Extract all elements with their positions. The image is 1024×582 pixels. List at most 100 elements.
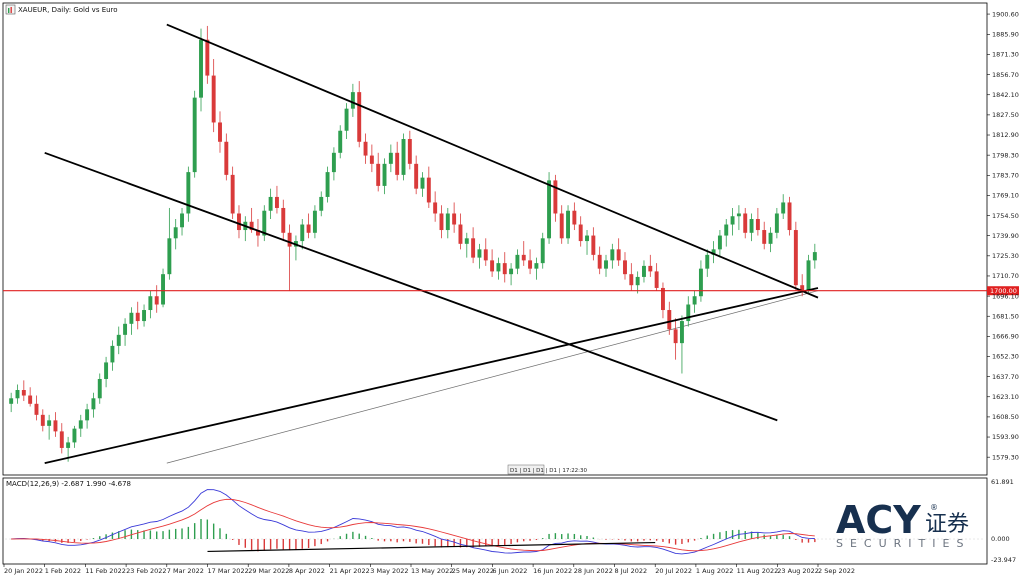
- candle-body: [344, 108, 349, 131]
- candle-body: [401, 139, 406, 175]
- candle-body: [502, 263, 507, 275]
- candle-body: [249, 221, 254, 231]
- candle-body: [711, 249, 716, 255]
- price-label: 1842.10: [992, 91, 1019, 99]
- candle-body: [781, 202, 786, 214]
- candle-body: [211, 75, 216, 123]
- candle-body: [572, 210, 577, 225]
- candle-body: [585, 235, 589, 242]
- candle-body: [388, 152, 393, 164]
- candle-body: [623, 260, 627, 275]
- main-price-pane[interactable]: [2, 2, 988, 476]
- candle-body: [483, 249, 488, 261]
- time-label: 13 May 2022: [411, 567, 453, 575]
- moving-average-line: [166, 290, 819, 464]
- candle-body: [72, 428, 77, 443]
- candle-body: [85, 409, 90, 421]
- candle-body: [521, 254, 526, 261]
- candle-body: [717, 235, 722, 250]
- chart-icon-bar: [8, 8, 10, 13]
- candle-body: [110, 345, 115, 363]
- period-tabs[interactable]: D1 | D1 | D1 | D1 | 17:22:30: [507, 464, 588, 475]
- channel-upper-trendline[interactable]: [166, 23, 819, 299]
- candle-body: [148, 296, 153, 311]
- candle-body: [768, 232, 773, 244]
- candle-body: [274, 196, 279, 208]
- time-label: 7 Mar 2022: [167, 567, 204, 575]
- candle-body: [736, 213, 741, 217]
- candle-body: [34, 403, 39, 415]
- candle-body: [420, 177, 425, 189]
- candle-body: [679, 321, 684, 344]
- candle-body: [559, 213, 564, 239]
- macd-line: [11, 489, 815, 555]
- candle-body: [515, 254, 520, 269]
- candle-body: [755, 219, 760, 231]
- time-scale[interactable]: 20 Jan 2022 1 Feb 2022 11 Feb 2022 23 Feb 2…: [3, 564, 855, 575]
- candle-body: [205, 39, 210, 76]
- price-label: 1783.70: [992, 171, 1019, 179]
- time-label: 29 Mar 2022: [248, 567, 289, 575]
- price-label: 1798.30: [992, 151, 1019, 159]
- candle-body: [762, 230, 767, 244]
- candle-body: [610, 249, 615, 261]
- macd-pane[interactable]: [2, 477, 988, 565]
- price-label: 1608.50: [992, 413, 1019, 421]
- candle-body: [591, 235, 596, 255]
- candle-body: [414, 163, 419, 189]
- candle-body: [97, 378, 102, 399]
- time-label: 1 Feb 2022: [45, 567, 81, 575]
- candle-body: [553, 180, 558, 214]
- price-label: 1725.30: [992, 252, 1019, 260]
- candle-body: [667, 310, 672, 330]
- candle-body: [53, 420, 58, 432]
- ascending-support-trendline[interactable]: [44, 287, 819, 464]
- time-label: 21 Apr 2022: [330, 567, 370, 575]
- symbol-header: XAUEUR, Daily: Gold vs Euro: [5, 4, 118, 15]
- candle-body: [642, 265, 646, 277]
- price-label: 1739.90: [992, 232, 1019, 240]
- candle-body: [534, 263, 539, 269]
- candle-body: [648, 265, 653, 272]
- macd-scale-zero: 0.000: [991, 535, 1010, 543]
- candle-body: [186, 172, 191, 214]
- candle-body: [426, 177, 431, 203]
- time-label: 16 Jun 2022: [533, 567, 572, 575]
- candle-body: [812, 252, 817, 261]
- time-label: 11 Feb 2022: [85, 567, 125, 575]
- candle-body: [123, 323, 128, 335]
- logo-registered: ®: [930, 503, 938, 512]
- time-label: 23 Aug 2022: [777, 567, 819, 575]
- candle-body: [660, 287, 665, 311]
- price-label: 1885.90: [992, 31, 1019, 39]
- candle-body: [192, 97, 197, 173]
- candle-body: [331, 152, 336, 173]
- period-tab-strip[interactable]: [507, 464, 545, 475]
- time-label: 8 Jul 2022: [615, 567, 648, 575]
- logo-chinese: 证券: [925, 512, 969, 537]
- candle-body: [471, 238, 476, 258]
- candle-body: [104, 362, 109, 379]
- price-label: 1769.10: [992, 192, 1019, 200]
- candle-body: [173, 227, 178, 239]
- candle-body: [287, 232, 292, 247]
- price-label: 1652.30: [992, 353, 1019, 361]
- channel-lower-trendline[interactable]: [44, 151, 778, 422]
- candle-body: [604, 260, 608, 269]
- time-label: 11 Aug 2022: [737, 567, 779, 575]
- price-scale[interactable]: 1900.60 1885.90 1871.30 1856.70 1842.10 1827.…: [987, 10, 1019, 461]
- macd-signal-line: [11, 498, 815, 552]
- macd-divergence-line[interactable]: [207, 541, 656, 553]
- candle-body: [180, 213, 184, 228]
- candle-body: [21, 390, 26, 396]
- candle-body: [806, 260, 811, 291]
- candle-body: [15, 390, 20, 399]
- candle-body: [338, 130, 343, 153]
- candle-body: [167, 238, 172, 275]
- candle-body: [743, 213, 748, 233]
- candle-body: [161, 274, 166, 305]
- candle-body: [686, 304, 691, 322]
- price-label: 1593.90: [992, 433, 1019, 441]
- time-label: 25 May 2022: [452, 567, 494, 575]
